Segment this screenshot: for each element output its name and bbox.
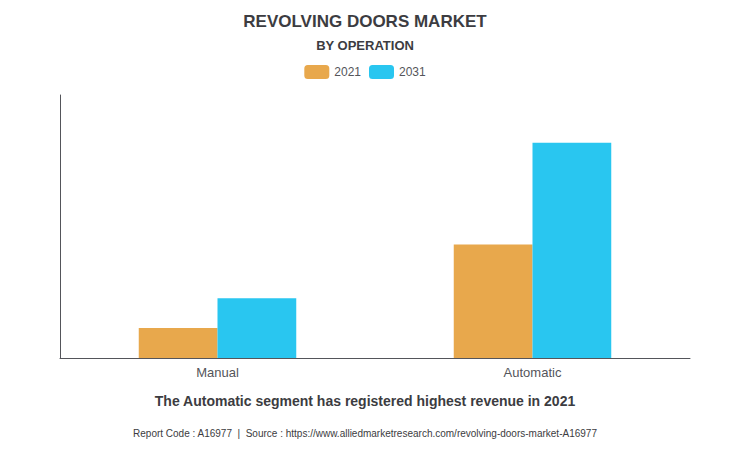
svg-text:The Automatic segment has regi: The Automatic segment has registered hig… [155, 393, 576, 409]
svg-text:REVOLVING DOORS MARKET: REVOLVING DOORS MARKET [243, 12, 487, 31]
svg-text:Automatic: Automatic [504, 365, 562, 380]
svg-text:2031: 2031 [399, 65, 426, 79]
svg-text:2021: 2021 [334, 65, 361, 79]
svg-text:Manual: Manual [196, 365, 239, 380]
svg-text:BY OPERATION: BY OPERATION [316, 38, 414, 53]
svg-text:Report Code : A16977 | Sourc: Report Code : A16977 | Source : https://… [133, 428, 597, 439]
